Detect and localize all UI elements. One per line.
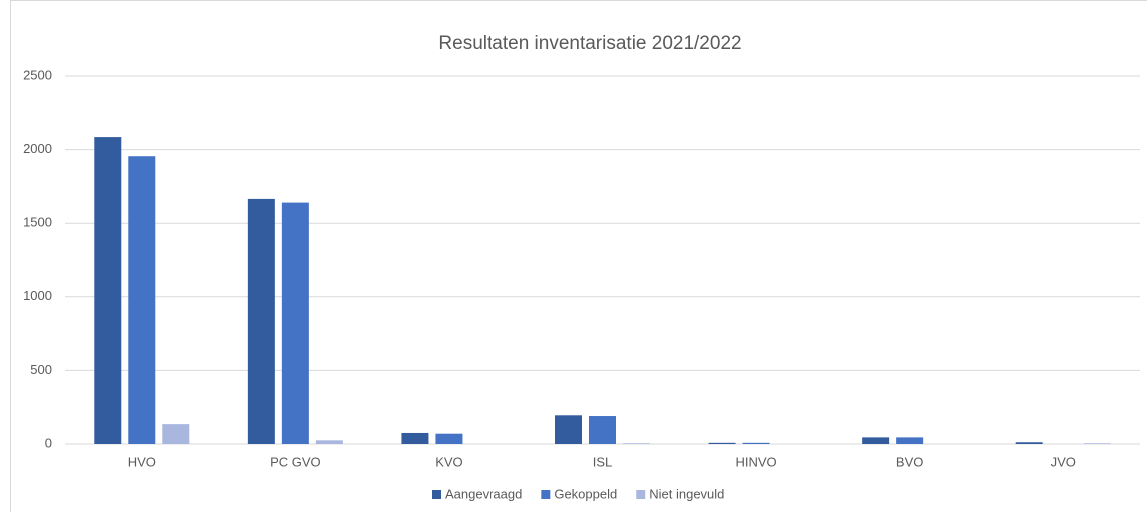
bar [435,433,463,444]
legend-label: Aangevraagd [445,486,522,501]
bar [589,416,616,444]
y-tick-label: 2000 [23,141,52,156]
bar [1015,442,1043,444]
legend-label: Gekoppeld [554,486,617,501]
y-tick-label: 0 [45,435,52,450]
x-tick-label: ISL [593,454,613,469]
bar [128,156,156,444]
bar [247,198,275,444]
x-tick-label: KVO [435,454,462,469]
bar [401,432,429,444]
bar [623,443,650,444]
x-tick-label: PC GVO [270,454,321,469]
y-tick-label: 2500 [23,67,52,82]
y-tick-label: 1500 [23,215,52,230]
bar [896,437,924,444]
legend-swatch [541,490,551,499]
legend-swatch [432,490,441,499]
x-tick-label: JVO [1051,454,1076,469]
x-tick-label: HINVO [735,454,776,469]
x-tick-label: HVO [128,454,156,469]
x-tick-label: BVO [896,454,923,469]
chart-title: Resultaten inventarisatie 2021/2022 [438,33,741,54]
bar [281,202,309,444]
bar [315,440,343,444]
bar [1083,443,1111,444]
bar [162,424,190,444]
y-tick-label: 500 [30,362,52,377]
bar [708,442,736,444]
bar [94,137,122,444]
legend-swatch [636,490,646,499]
y-tick-label: 1000 [23,288,52,303]
legend-label: Niet ingevuld [649,486,724,501]
bar [555,415,582,444]
bar [742,442,770,444]
bar [862,437,890,444]
